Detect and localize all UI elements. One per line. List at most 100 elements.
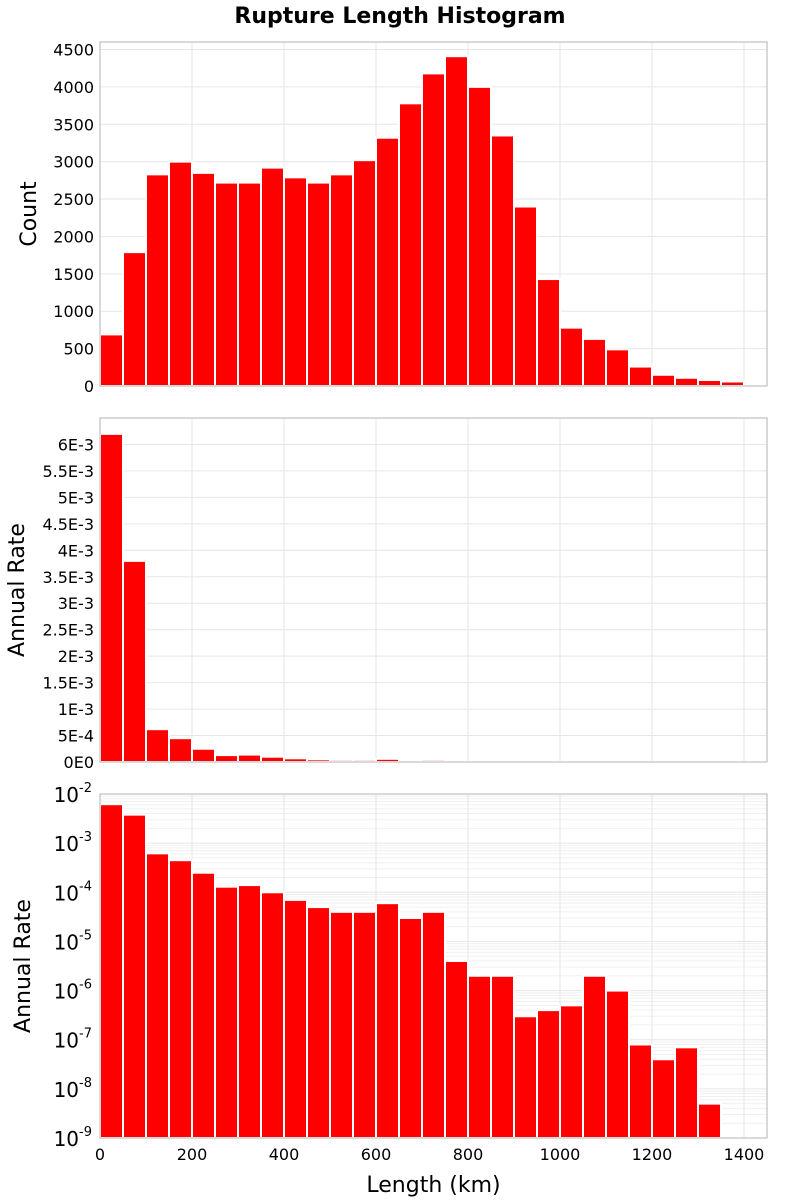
- y-tick-label: 3E-3: [58, 594, 94, 613]
- histogram-bar: [375, 902, 400, 1139]
- annual-rate-linear-panel: 0E0 5E-4 1E-3 1.5E-3 2E-3 2.5E-3 3E-3 3.5E-3 4E-…: [5, 417, 768, 772]
- histogram-bar: [99, 432, 124, 763]
- histogram-bar: [605, 348, 630, 388]
- histogram-bar: [444, 959, 469, 1140]
- x-tick-labels: 0 200 400 600 800 1000 1200 1400: [95, 1145, 764, 1164]
- histogram-bar: [122, 251, 147, 387]
- y-tick-label: 1000: [53, 302, 94, 321]
- histogram-bar: [214, 754, 239, 763]
- y-axis-label: Annual Rate: [5, 523, 30, 657]
- y-tick-label: 4000: [53, 78, 94, 97]
- plot-frame: [99, 793, 768, 1139]
- histogram-bar: [490, 974, 515, 1139]
- x-tick-label: 600: [361, 1145, 392, 1164]
- histogram-bar: [99, 333, 124, 387]
- histogram-bar: [168, 859, 193, 1139]
- histogram-bar: [283, 757, 308, 764]
- histogram-bar: [421, 910, 446, 1139]
- y-tick-label: 10-8: [54, 1076, 92, 1102]
- histogram-bar: [628, 365, 653, 387]
- annual-rate-log-panel: 10-2 10-3 10-4 10-5 10-6 10-7 10-8 10-9 Annual R…: [11, 781, 768, 1198]
- histogram-bar: [582, 974, 607, 1139]
- histogram-bar: [260, 166, 285, 387]
- histogram-bar: [237, 753, 262, 763]
- y-tick-labels: 0E0 5E-4 1E-3 1.5E-3 2E-3 2.5E-3 3E-3 3.5E-3 4E-…: [42, 435, 94, 772]
- y-tick-label: 1E-3: [58, 700, 94, 719]
- histogram-bar: [444, 55, 469, 387]
- histogram-bar: [122, 813, 147, 1139]
- plot-frame: [99, 417, 768, 763]
- histogram-bar: [214, 181, 239, 387]
- histogram-bar: [513, 1015, 538, 1140]
- y-tick-label: 5E-4: [58, 727, 94, 746]
- histogram-bar: [398, 102, 423, 387]
- y-tick-label: 10-5: [54, 928, 92, 954]
- gridlines: [99, 418, 767, 763]
- histogram-bar: [536, 278, 561, 388]
- histogram-bar: [605, 989, 630, 1139]
- y-tick-label: 6E-3: [58, 435, 94, 454]
- y-tick-label: 4500: [53, 40, 94, 59]
- y-tick-label: 3.5E-3: [42, 568, 94, 587]
- histogram-bar: [306, 906, 331, 1139]
- y-tick-label: 10-6: [54, 978, 92, 1004]
- y-tick-label: 10-3: [54, 830, 92, 856]
- y-tick-label: 10-2: [54, 781, 92, 807]
- histogram-bar: [191, 747, 216, 763]
- histogram-bar: [214, 885, 239, 1139]
- y-tick-label: 1.5E-3: [42, 674, 94, 693]
- histogram-bar: [697, 379, 722, 388]
- histogram-bar: [421, 72, 446, 388]
- histogram-bar: [329, 910, 354, 1139]
- histogram-bar: [467, 85, 492, 387]
- histogram-bar: [352, 910, 377, 1139]
- y-tick-labels: 0 500 1000 1500 2000 2500 3000 3500 4000 4500: [53, 40, 94, 396]
- y-tick-label: 4E-3: [58, 541, 94, 560]
- histogram-bar: [398, 916, 423, 1139]
- histogram-bar: [145, 728, 170, 763]
- histogram-bar: [352, 159, 377, 387]
- histogram-bar: [191, 171, 216, 387]
- histogram-bar: [260, 891, 285, 1139]
- y-tick-label: 3000: [53, 153, 94, 172]
- histogram-bar: [651, 373, 676, 388]
- histogram-bar: [283, 898, 308, 1139]
- x-tick-label: 800: [453, 1145, 484, 1164]
- y-axis-label: Count: [17, 181, 42, 247]
- x-tick-label: 1000: [540, 1145, 581, 1164]
- y-tick-label: 0E0: [64, 753, 94, 772]
- histogram-bar: [651, 1058, 676, 1139]
- x-tick-label: 1200: [632, 1145, 673, 1164]
- histogram-bar: [697, 1102, 722, 1140]
- histogram-bar: [283, 176, 308, 387]
- histogram-bar: [674, 1046, 699, 1140]
- y-tick-label: 2000: [53, 227, 94, 246]
- histogram-bar: [559, 326, 584, 387]
- x-tick-label: 200: [177, 1145, 208, 1164]
- histogram-bar: [467, 974, 492, 1139]
- y-tick-label: 2E-3: [58, 647, 94, 666]
- histogram-bar: [536, 1009, 561, 1139]
- y-tick-label: 1500: [53, 265, 94, 284]
- plot-frame: [99, 41, 768, 387]
- x-tick-label: 1400: [724, 1145, 765, 1164]
- bars: [99, 55, 768, 388]
- histogram-bar: [191, 871, 216, 1139]
- histogram-bar: [559, 1004, 584, 1140]
- y-tick-label: 0: [84, 377, 94, 396]
- y-tick-label: 2500: [53, 190, 94, 209]
- histogram-bar: [582, 337, 607, 388]
- y-tick-label: 2.5E-3: [42, 621, 94, 640]
- y-tick-labels: 10-2 10-3 10-4 10-5 10-6 10-7 10-8 10-9: [54, 781, 92, 1151]
- y-axis-label: Annual Rate: [11, 899, 36, 1033]
- histogram-bar: [306, 181, 331, 387]
- histogram-bar: [490, 134, 515, 387]
- histogram-bar: [145, 852, 170, 1139]
- bars: [99, 432, 722, 764]
- chart-title: Rupture Length Histogram: [234, 4, 565, 29]
- histogram-bar: [122, 559, 147, 764]
- histogram-bar: [628, 1043, 653, 1139]
- x-axis-label: Length (km): [366, 1173, 500, 1198]
- histogram-bar: [375, 136, 400, 387]
